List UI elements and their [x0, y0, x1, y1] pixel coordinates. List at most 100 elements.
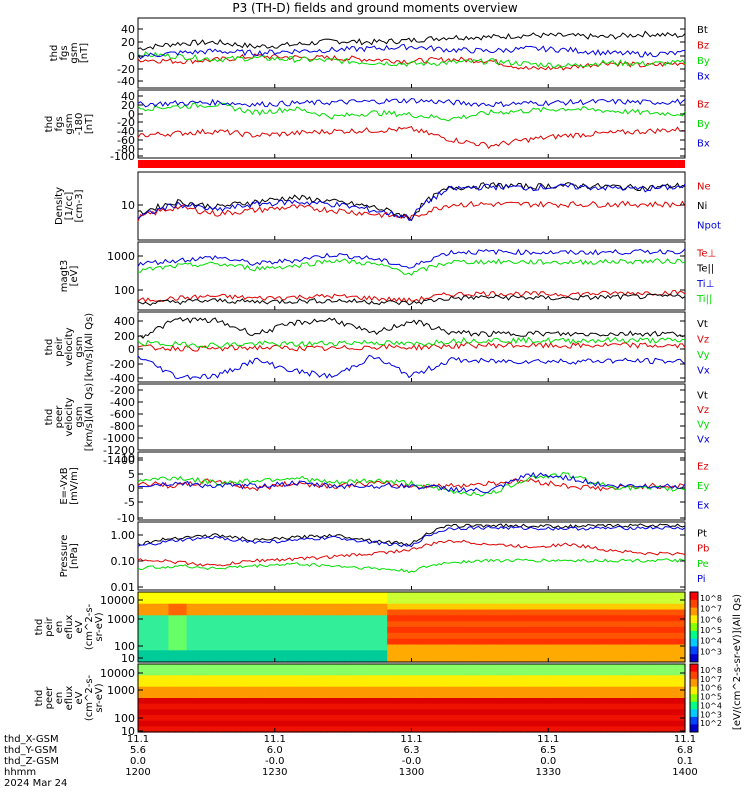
- heatmap-cell: [241, 638, 248, 646]
- heatmap-cell: [362, 650, 370, 657]
- heatmap-cell: [308, 692, 315, 699]
- heatmap-cell: [678, 664, 686, 671]
- heatmap-cell: [472, 703, 479, 710]
- heatmap-cell: [448, 592, 455, 599]
- heatmap-cell: [587, 632, 595, 640]
- heatmap-cell: [654, 703, 662, 710]
- heatmap-cell: [241, 609, 248, 616]
- heatmap-cell: [320, 720, 327, 727]
- heatmap-cell: [429, 686, 437, 693]
- heatmap-cell: [429, 592, 437, 599]
- heatmap-cell: [289, 698, 297, 705]
- heatmap-cell: [223, 638, 230, 646]
- heatmap-cell: [271, 709, 279, 716]
- heatmap-cell: [247, 603, 255, 611]
- heatmap-cell: [223, 615, 230, 622]
- heatmap-cell: [624, 597, 631, 605]
- heatmap-cell: [490, 686, 498, 693]
- heatmap-cell: [636, 615, 644, 622]
- heatmap-cell: [454, 715, 461, 722]
- heatmap-cell: [660, 675, 668, 682]
- ytick-label: 10: [121, 725, 135, 738]
- series-line-temperature-1: [137, 293, 686, 306]
- heatmap-cell: [375, 603, 382, 611]
- heatmap-cell: [551, 615, 558, 622]
- heatmap-cell: [162, 692, 169, 699]
- heatmap-cell: [259, 650, 267, 657]
- heatmap-cell: [557, 632, 565, 640]
- heatmap-cell: [283, 681, 291, 688]
- heatmap-cell: [533, 615, 540, 622]
- heatmap-cell: [271, 592, 279, 599]
- heatmap-cell: [460, 656, 467, 663]
- heatmap-cell: [369, 715, 376, 722]
- heatmap-cell: [545, 709, 552, 716]
- series-line-pressure-1: [137, 539, 686, 567]
- heatmap-cell: [405, 615, 413, 622]
- heatmap-cell: [223, 664, 230, 671]
- heatmap-cell: [302, 644, 309, 651]
- heatmap-cell: [527, 664, 534, 671]
- heatmap-cell: [296, 615, 303, 622]
- heatmap-cell: [369, 627, 376, 634]
- heatmap-cell: [174, 644, 182, 651]
- ylabel-line: [km/s](All Qs): [84, 383, 95, 451]
- heatmap-cell: [539, 656, 546, 663]
- heatmap-cell: [454, 650, 461, 657]
- heatmap-cell: [174, 656, 182, 663]
- ytick-label: -40: [117, 75, 135, 88]
- heatmap-cell: [314, 627, 321, 634]
- heatmap-cell: [235, 644, 242, 651]
- heatmap-cell: [387, 664, 394, 671]
- heatmap-cell: [356, 720, 364, 727]
- heatmap-cell: [581, 615, 589, 622]
- heatmap-cell: [168, 675, 176, 682]
- heatmap-cell: [302, 621, 309, 628]
- heatmap-cell: [636, 726, 644, 733]
- heatmap-cell: [654, 627, 662, 634]
- heatmap-cell: [180, 675, 188, 682]
- heatmap-cell: [599, 692, 607, 699]
- heatmap-cell: [393, 715, 400, 722]
- heatmap-cell: [460, 686, 467, 693]
- heatmap-cell: [399, 720, 406, 727]
- heatmap-cell: [484, 664, 492, 671]
- heatmap-cell: [648, 720, 656, 727]
- heatmap-cell: [642, 686, 650, 693]
- heatmap-cell: [648, 692, 656, 699]
- heatmap-cell: [630, 664, 637, 671]
- ytick-label: -20: [117, 116, 135, 129]
- heatmap-cell: [320, 669, 327, 676]
- heatmap-cell: [527, 627, 534, 634]
- heatmap-cell: [326, 615, 334, 622]
- heatmap-cell: [314, 656, 321, 663]
- heatmap-cell: [539, 692, 546, 699]
- heatmap-cell: [441, 669, 449, 676]
- heatmap-cell: [217, 627, 224, 634]
- heatmap-cell: [618, 726, 625, 733]
- ylabel-line: thd: [44, 409, 55, 426]
- heatmap-cell: [606, 669, 613, 676]
- heatmap-cell: [217, 621, 224, 628]
- heatmap-cell: [508, 632, 516, 640]
- heatmap-cell: [235, 692, 242, 699]
- heatmap-cell: [666, 592, 674, 599]
- heatmap-cell: [441, 686, 449, 693]
- heatmap-cell: [545, 638, 552, 646]
- heatmap-cell: [642, 698, 650, 705]
- heatmap-cell: [448, 621, 455, 628]
- heatmap-cell: [484, 692, 492, 699]
- heatmap-cell: [654, 592, 662, 599]
- heatmap-cell: [405, 692, 413, 699]
- heatmap-cell: [417, 638, 425, 646]
- heatmap-cell: [405, 664, 413, 671]
- heatmap-cell: [508, 592, 516, 599]
- series-line-fgs-gsm-0: [137, 30, 686, 51]
- heatmap-cell: [508, 698, 516, 705]
- heatmap-cell: [660, 632, 668, 640]
- heatmap-cell: [235, 720, 242, 727]
- heatmap-cell: [296, 709, 303, 716]
- heatmap-cell: [223, 597, 230, 605]
- heatmap-cell: [466, 664, 473, 671]
- heatmap-cell: [210, 632, 218, 640]
